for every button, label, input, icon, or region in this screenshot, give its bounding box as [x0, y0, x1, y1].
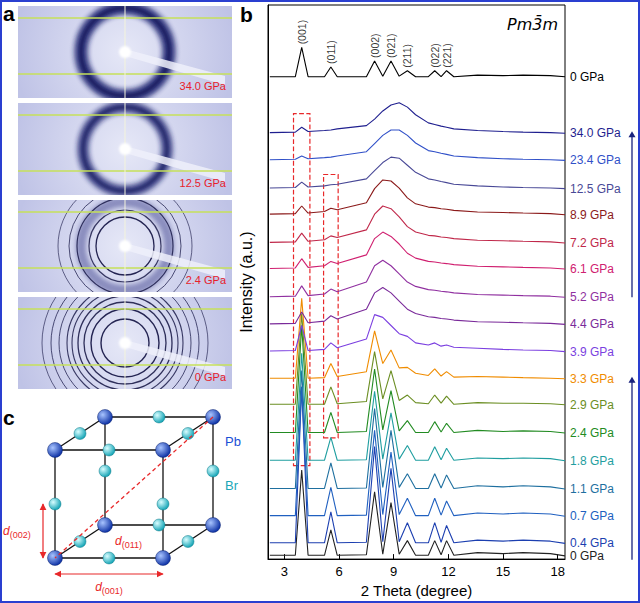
svg-text:4.4 GPa: 4.4 GPa [570, 317, 614, 331]
svg-text:Intensity (a.u.): Intensity (a.u.) [238, 231, 255, 332]
svg-text:34.0 GPa: 34.0 GPa [570, 126, 621, 140]
svg-text:15: 15 [496, 564, 510, 579]
svg-text:3: 3 [281, 564, 288, 579]
svg-text:(021): (021) [385, 33, 397, 58]
svg-text:12.5 GPa: 12.5 GPa [570, 182, 621, 196]
svg-text:0 GPa: 0 GPa [195, 371, 227, 383]
svg-text:Pb: Pb [225, 434, 241, 449]
svg-text:(221): (221) [441, 43, 453, 68]
svg-text:18: 18 [550, 564, 564, 579]
svg-text:(001): (001) [296, 20, 308, 45]
svg-text:2.9 GPa: 2.9 GPa [570, 398, 614, 412]
svg-text:a: a [3, 2, 15, 25]
svg-text:0 GPa: 0 GPa [570, 70, 604, 84]
svg-text:3.9 GPa: 3.9 GPa [570, 345, 614, 359]
svg-text:34.0 GPa: 34.0 GPa [180, 80, 227, 92]
svg-text:0 GPa: 0 GPa [570, 549, 604, 563]
svg-text:(022): (022) [429, 43, 441, 68]
svg-text:5.2 GPa: 5.2 GPa [570, 290, 614, 304]
svg-text:6.1 GPa: 6.1 GPa [570, 262, 614, 276]
svg-text:6: 6 [335, 564, 342, 579]
svg-text:b: b [240, 3, 253, 26]
svg-text:(011): (011) [325, 40, 337, 64]
svg-text:d(011): d(011) [115, 534, 142, 550]
svg-text:2.4 GPa: 2.4 GPa [186, 274, 227, 286]
svg-text:2.4 GPa: 2.4 GPa [570, 426, 614, 440]
svg-text:2 Theta (degree): 2 Theta (degree) [361, 582, 472, 599]
svg-text:7.2 GPa: 7.2 GPa [570, 236, 614, 250]
svg-text:1.8 GPa: 1.8 GPa [570, 454, 614, 468]
svg-text:(211): (211) [401, 44, 413, 68]
svg-text:9: 9 [390, 564, 397, 579]
svg-text:23.4 GPa: 23.4 GPa [570, 153, 621, 167]
svg-text:d(002): d(002) [3, 524, 31, 540]
svg-text:0.4 GPa: 0.4 GPa [570, 536, 614, 550]
svg-text:d(001): d(001) [95, 580, 123, 596]
svg-text:Pm3̄m: Pm3̄m [507, 15, 558, 34]
svg-text:0.7 GPa: 0.7 GPa [570, 509, 614, 523]
svg-text:Br: Br [225, 478, 239, 493]
svg-text:c: c [3, 406, 15, 429]
svg-text:1.1 GPa: 1.1 GPa [570, 482, 614, 496]
svg-text:3.3 GPa: 3.3 GPa [570, 372, 614, 386]
svg-text:12.5 GPa: 12.5 GPa [180, 177, 227, 189]
svg-text:12: 12 [441, 564, 455, 579]
svg-text:8.9 GPa: 8.9 GPa [570, 208, 614, 222]
svg-text:(002): (002) [369, 33, 381, 58]
